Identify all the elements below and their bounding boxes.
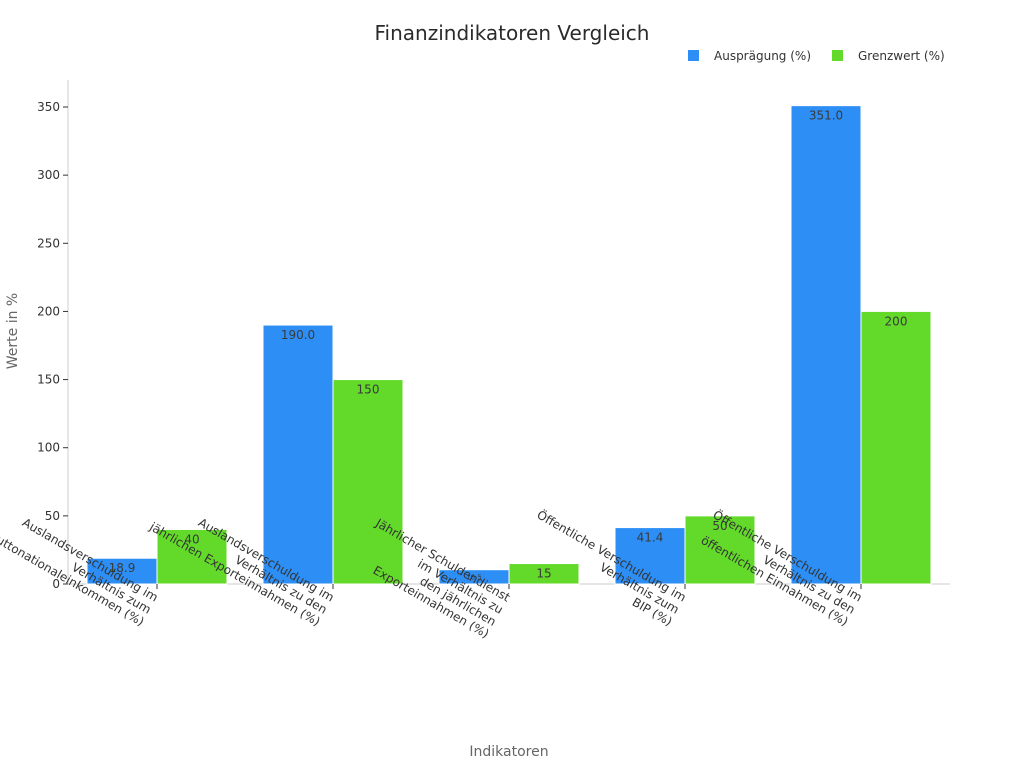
y-tick-label: 50 <box>45 509 60 523</box>
legend-label: Grenzwert (%) <box>858 49 945 63</box>
legend: Ausprägung (%) Grenzwert (%) <box>688 49 945 63</box>
bar-value-label: 15 <box>536 567 551 581</box>
bar-grenzwert <box>332 379 404 585</box>
bar-value-label: 150 <box>357 383 380 397</box>
bar-auspraegung <box>614 527 686 585</box>
bar-value-label: 41.4 <box>637 531 664 545</box>
y-axis-title: Werte in % <box>5 293 21 369</box>
chart-title: Finanzindikatoren Vergleich <box>375 21 650 45</box>
legend-swatch-grenzwert <box>832 50 843 61</box>
bar-value-label: 351.0 <box>809 109 843 123</box>
data-labels: 18.9 190.0 10.5 41.4 351.0 40 150 15 50 200 <box>109 109 908 582</box>
bar-grenzwert <box>684 515 756 585</box>
y-tick-label: 150 <box>37 373 60 387</box>
bar-value-label: 10.5 <box>466 574 482 582</box>
bar-value-label: 190.0 <box>281 328 315 342</box>
bar-auspraegung <box>262 324 334 585</box>
bar-value-label: 18.9 <box>109 561 136 575</box>
x-axis-title: Indikatoren <box>469 744 548 760</box>
bar-value-label: 40 <box>184 532 199 546</box>
y-tick-label: 250 <box>37 236 60 250</box>
legend-label: Ausprägung (%) <box>714 49 811 63</box>
y-tick-label: 0 <box>52 577 60 591</box>
bar-value-label: 50 <box>712 519 727 533</box>
y-tick-label: 350 <box>37 100 60 114</box>
y-tick-label: 100 <box>37 441 60 455</box>
bar-grenzwert <box>508 563 580 585</box>
y-tick-label: 200 <box>37 304 60 318</box>
legend-swatch-auspraegung <box>688 50 699 61</box>
bar-auspraegung <box>790 105 862 585</box>
bar-grenzwert <box>156 528 228 585</box>
bar-grenzwert <box>860 310 932 585</box>
y-axis-ticks: 0 50 100 150 200 250 300 350 <box>37 100 68 591</box>
bars <box>86 105 932 585</box>
bar-value-label: 200 <box>885 314 908 328</box>
y-tick-label: 300 <box>37 168 60 182</box>
